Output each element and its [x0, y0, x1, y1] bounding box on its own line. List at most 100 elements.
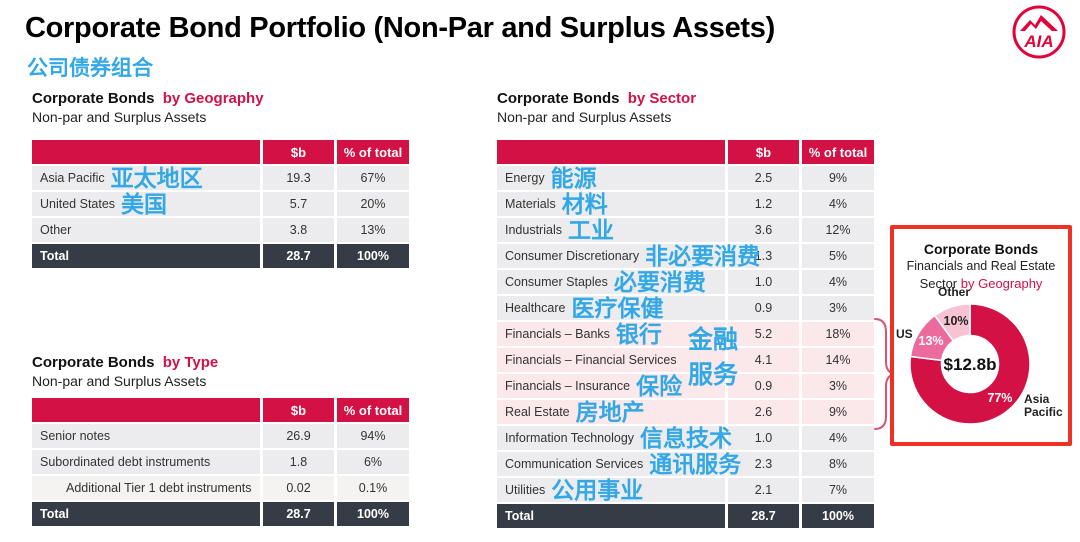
total-value-b: 28.7: [728, 504, 799, 528]
total-row-label: Total: [497, 504, 725, 528]
cell-value-b: 2.5: [728, 166, 799, 190]
donut-slice-asia-pacific: [909, 303, 1031, 425]
row-label-zh: 工业: [567, 216, 614, 243]
row-label-zh: 银行: [615, 320, 662, 347]
cell-value-pct: 4%: [802, 270, 874, 294]
cell-value-b: 2.3: [728, 452, 799, 476]
row-label: Consumer Staples 必要消费: [497, 270, 725, 294]
geography-title-main: Corporate Bonds: [32, 90, 155, 107]
cell-value-pct: 18%: [802, 322, 874, 346]
panel-subtitle: Financials and Real Estate: [906, 259, 1056, 273]
header-cell-pct: % of total: [337, 140, 409, 164]
row-label: Financials – Banks 银行: [497, 322, 725, 346]
row-label: Materials 材料: [497, 192, 725, 216]
cell-value-b: 19.3: [263, 166, 334, 190]
sector-table-title: Corporate Bonds by Sector: [497, 90, 696, 107]
sector-title-accent: by Sector: [627, 90, 697, 107]
page-subtitle-zh: 公司债券组合: [27, 57, 153, 80]
total-value-pct: 100%: [802, 504, 874, 528]
row-label: Subordinated debt instruments: [32, 450, 260, 474]
donut-label-us: US: [896, 327, 913, 341]
cell-value-pct: 7%: [802, 478, 874, 502]
cell-value-b: 5.7: [263, 192, 334, 216]
cell-value-b: 1.0: [728, 426, 799, 450]
row-label: Real Estate 房地产: [497, 400, 725, 424]
cell-value-pct: 0.1%: [337, 476, 409, 500]
cell-value-pct: 3%: [802, 296, 874, 320]
header-cell-pct: % of total: [337, 398, 409, 422]
cell-value-b: 4.1: [728, 348, 799, 372]
header-cell-empty: [32, 140, 260, 164]
type-title-main: Corporate Bonds: [32, 354, 155, 371]
geography-title-accent: by Geography: [162, 90, 264, 107]
total-value-b: 28.7: [263, 244, 334, 268]
geography-table-title: Corporate Bonds by Geography: [32, 90, 264, 107]
cell-value-b: 0.9: [728, 296, 799, 320]
row-label: Communication Services 通讯服务: [497, 452, 741, 476]
sector-title-main: Corporate Bonds: [497, 90, 620, 107]
cell-value-pct: 9%: [802, 400, 874, 424]
row-label: Industrials 工业: [497, 218, 725, 242]
row-label: Financials – Insurance 保险: [497, 374, 725, 398]
row-label: Additional Tier 1 debt instruments: [32, 476, 260, 500]
cell-value-b: 2.6: [728, 400, 799, 424]
panel-line3-main: Sector: [919, 276, 958, 291]
header-cell-empty: [32, 398, 260, 422]
svg-text:AIA: AIA: [1023, 32, 1053, 51]
panel-title: Corporate Bonds: [923, 241, 1039, 257]
donut-slice-other: [933, 303, 971, 342]
donut-slice-pct-label: 10%: [944, 314, 969, 328]
panel-titles: Corporate Bonds Financials and Real Esta…: [894, 241, 1068, 292]
cell-value-pct: 14%: [802, 348, 874, 372]
cell-value-pct: 3%: [802, 374, 874, 398]
cell-value-pct: 4%: [802, 192, 874, 216]
donut-center-label: $12.8b: [944, 355, 997, 374]
total-row-label: Total: [32, 244, 260, 268]
header-cell-pct: % of total: [802, 140, 874, 164]
row-label-zh: 能源: [550, 164, 597, 191]
cell-value-pct: 13%: [337, 218, 409, 242]
donut-label-asia-pacific: Asia Pacific: [1024, 392, 1063, 419]
total-value-pct: 100%: [337, 502, 409, 526]
total-value-b: 28.7: [263, 502, 334, 526]
aia-logo-icon: AIA: [1008, 2, 1070, 69]
cell-value-pct: 6%: [337, 450, 409, 474]
type-table-title: Corporate Bonds by Type: [32, 354, 218, 371]
cell-value-b: 0.02: [263, 476, 334, 500]
cell-value-pct: 4%: [802, 426, 874, 450]
type-table-subtitle: Non-par and Surplus Assets: [32, 373, 207, 389]
donut-label-other: Other: [938, 285, 971, 299]
row-label-zh: 公用事业: [551, 476, 644, 503]
cell-value-pct: 12%: [802, 218, 874, 242]
geography-table: $b% of total Asia Pacific 亚太地区 19.3 67% Unite…: [32, 140, 409, 268]
geography-table-subtitle: Non-par and Surplus Assets: [32, 109, 207, 125]
header-cell-b: $b: [728, 140, 799, 164]
donut-chart: 77% 13%10% $12.8b: [909, 303, 1031, 425]
row-label: Other: [32, 218, 260, 242]
cell-value-b: 1.8: [263, 450, 334, 474]
cell-value-pct: 94%: [337, 424, 409, 448]
cell-value-b: 0.9: [728, 374, 799, 398]
cell-value-b: 1.0: [728, 270, 799, 294]
type-title-accent: by Type: [162, 354, 219, 371]
row-label: Senior notes: [32, 424, 260, 448]
total-value-pct: 100%: [337, 244, 409, 268]
cell-value-b: 26.9: [263, 424, 334, 448]
row-label: Consumer Discretionary 非必要消费: [497, 244, 760, 268]
row-label: Financials – Financial Services: [497, 348, 725, 372]
row-label: United States 美国: [32, 192, 260, 216]
page-title: Corporate Bond Portfolio (Non-Par and Su…: [25, 12, 775, 44]
cell-value-b: 5.2: [728, 322, 799, 346]
row-label: Healthcare 医疗保健: [497, 296, 725, 320]
header-cell-b: $b: [263, 398, 334, 422]
cell-value-b: 1.2: [728, 192, 799, 216]
row-label: Asia Pacific 亚太地区: [32, 166, 260, 190]
cell-value-pct: 67%: [337, 166, 409, 190]
donut-slice-pct-label: 77%: [987, 391, 1012, 405]
row-label-zh: 医疗保健: [571, 294, 664, 321]
row-label-zh: 必要消费: [613, 268, 706, 295]
cell-value-pct: 5%: [802, 244, 874, 268]
row-label-zh: 信息技术: [640, 424, 733, 451]
financials-geography-panel: Corporate Bonds Financials and Real Esta…: [890, 225, 1072, 446]
